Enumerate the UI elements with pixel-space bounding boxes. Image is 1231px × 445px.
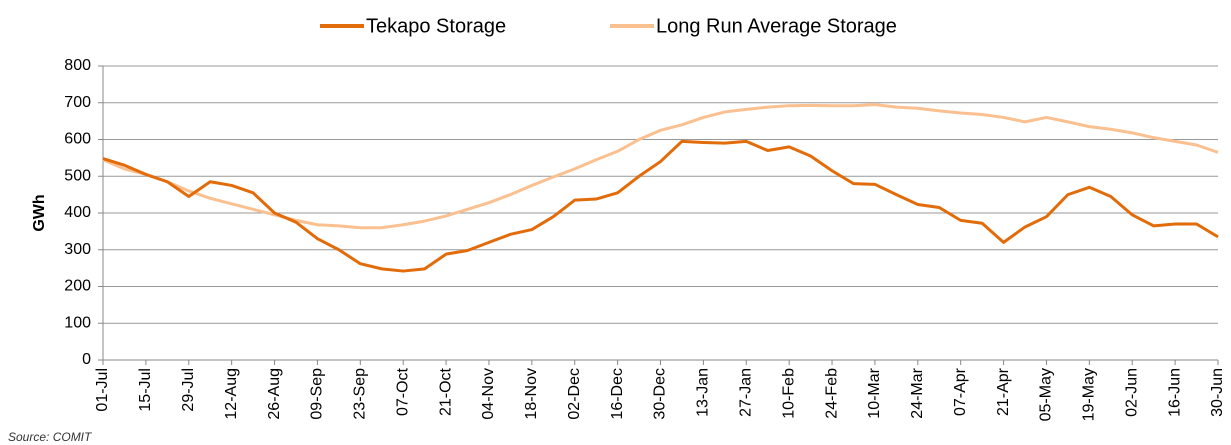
- x-tick-label: 07-Oct: [394, 367, 411, 416]
- x-tick-label: 09-Sep: [309, 368, 326, 420]
- y-tick-label: 200: [64, 278, 91, 295]
- x-tick-label: 16-Jun: [1166, 368, 1183, 417]
- legend-label: Tekapo Storage: [366, 15, 506, 37]
- x-tick-label: 21-Apr: [995, 367, 1012, 416]
- y-tick-label: 300: [64, 241, 91, 258]
- x-tick-label: 16-Dec: [609, 368, 626, 420]
- x-tick-label: 30-Jun: [1209, 368, 1226, 417]
- x-tick-label: 29-Jul: [180, 368, 197, 412]
- x-tick-label: 18-Nov: [523, 368, 540, 420]
- x-tick-label: 10-Mar: [866, 367, 883, 418]
- x-tick-label: 07-Apr: [952, 367, 969, 416]
- y-tick-label: 500: [64, 167, 91, 184]
- x-tick-label: 02-Dec: [566, 368, 583, 420]
- y-tick-label: 400: [64, 204, 91, 221]
- x-tick-label: 23-Sep: [352, 368, 369, 420]
- x-tick-label: 30-Dec: [652, 368, 669, 420]
- y-tick-label: 600: [64, 131, 91, 148]
- series-line: [102, 139, 1219, 273]
- x-tick-label: 21-Oct: [437, 367, 454, 416]
- x-tick-label: 01-Jul: [94, 368, 111, 412]
- x-tick-label: 26-Aug: [266, 368, 283, 420]
- x-tick-label: 12-Aug: [223, 368, 240, 420]
- x-tick-label: 19-May: [1081, 368, 1098, 421]
- x-tick-label: 10-Feb: [780, 368, 797, 419]
- y-tick-label: 800: [64, 57, 91, 74]
- source: Source: COMIT: [8, 430, 93, 444]
- y-tick-label: 700: [64, 94, 91, 111]
- x-tick-label: 04-Nov: [480, 368, 497, 420]
- y-axis-label: GWh: [31, 194, 48, 231]
- legend-label: Long Run Average Storage: [656, 15, 897, 37]
- x-tick-label: 05-May: [1038, 368, 1055, 421]
- x-tick-label: 13-Jan: [695, 368, 712, 417]
- x-tick-label: 24-Feb: [823, 368, 840, 419]
- x-tick-label: 27-Jan: [737, 368, 754, 417]
- x-tick-label: 24-Mar: [909, 367, 926, 418]
- y-tick-label: 0: [82, 351, 91, 368]
- x-tick-label: 15-Jul: [137, 368, 154, 412]
- x-tick-label: 02-Jun: [1123, 368, 1140, 417]
- y-tick-label: 100: [64, 314, 91, 331]
